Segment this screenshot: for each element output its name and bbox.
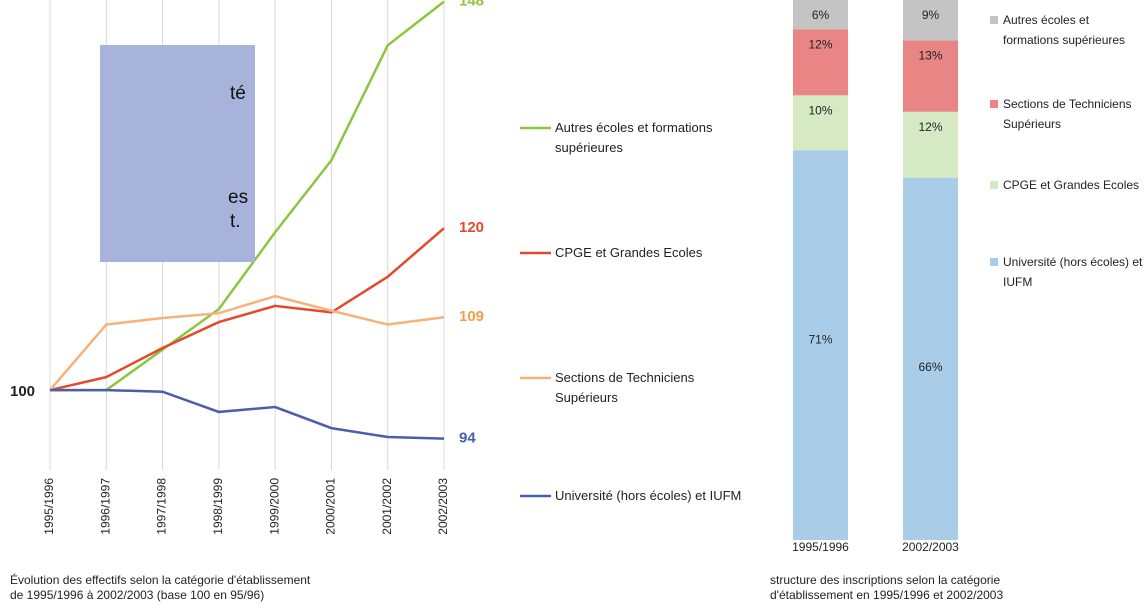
value-label: 66% xyxy=(918,360,942,374)
legend-swatch xyxy=(990,258,998,266)
legend-swatch xyxy=(990,181,998,189)
bar-segment xyxy=(903,111,958,178)
line-series xyxy=(50,0,445,392)
legend-label: Université (hors écoles) et IUFM xyxy=(1003,255,1143,289)
overlay-text: t. xyxy=(230,211,241,232)
value-label: 12% xyxy=(918,120,942,134)
overlay-text: té xyxy=(230,83,246,104)
caption: de 1995/1996 à 2002/2003 (base 100 en 95… xyxy=(10,588,265,602)
end-label: 148 xyxy=(459,0,484,10)
caption: structure des inscriptions selon la caté… xyxy=(770,573,1001,587)
x-tick-label: 2000/2001 xyxy=(324,478,338,535)
legend-label: CPGE et Grandes Ecoles xyxy=(1003,178,1140,192)
legend-label: Université (hors écoles) et IUFM xyxy=(555,488,742,503)
value-label: 9% xyxy=(922,8,940,22)
end-label: 109 xyxy=(459,308,484,325)
x-tick-label: 1995/1996 xyxy=(42,478,56,535)
overlay-text: es xyxy=(228,187,249,208)
value-label: 71% xyxy=(808,332,832,346)
line-series xyxy=(50,388,445,440)
value-label: 10% xyxy=(808,103,832,117)
x-tick-label: 1996/1997 xyxy=(98,478,112,535)
value-label: 12% xyxy=(808,38,832,52)
legend-swatch xyxy=(990,16,998,24)
start-label: 100 xyxy=(10,383,35,400)
line-series xyxy=(49,227,445,392)
bar-segment xyxy=(793,0,848,30)
legend-label: CPGE et Grandes Ecoles xyxy=(555,245,703,260)
x-tick-label: 1997/1998 xyxy=(155,478,169,535)
x-tick-label: 1999/2000 xyxy=(267,478,281,535)
legend-label: Autres écoles et formations supérieures xyxy=(1003,13,1126,47)
legend-label: Sections de Techniciens Supérieurs xyxy=(1003,97,1132,131)
bar-segment xyxy=(793,150,848,540)
x-tick-label: 1995/1996 xyxy=(792,540,849,554)
bar-segment xyxy=(793,95,848,151)
x-tick-label: 2001/2002 xyxy=(380,478,394,535)
x-tick-label: 1998/1999 xyxy=(211,478,225,535)
legend-swatch xyxy=(990,100,998,108)
line-series xyxy=(49,294,445,391)
x-tick-label: 2002/2003 xyxy=(902,540,959,554)
caption: Évolution des effectifs selon la catégor… xyxy=(10,573,311,587)
x-tick-label: 2002/2003 xyxy=(436,478,450,535)
bar-segment xyxy=(793,29,848,96)
value-label: 13% xyxy=(918,49,942,63)
legend-label: Autres écoles et formations supérieures xyxy=(555,120,713,155)
bar-segment xyxy=(903,40,958,112)
end-label: 120 xyxy=(459,219,484,236)
caption: d'établissement en 1995/1996 et 2002/200… xyxy=(770,588,1004,602)
legend-label: Sections de Techniciens Supérieurs xyxy=(555,370,695,405)
value-label: 6% xyxy=(812,8,830,22)
end-label: 94 xyxy=(459,430,476,447)
bar-segment xyxy=(903,0,958,41)
bar-segment xyxy=(903,177,958,540)
overlay-box: té es t. xyxy=(100,45,255,262)
